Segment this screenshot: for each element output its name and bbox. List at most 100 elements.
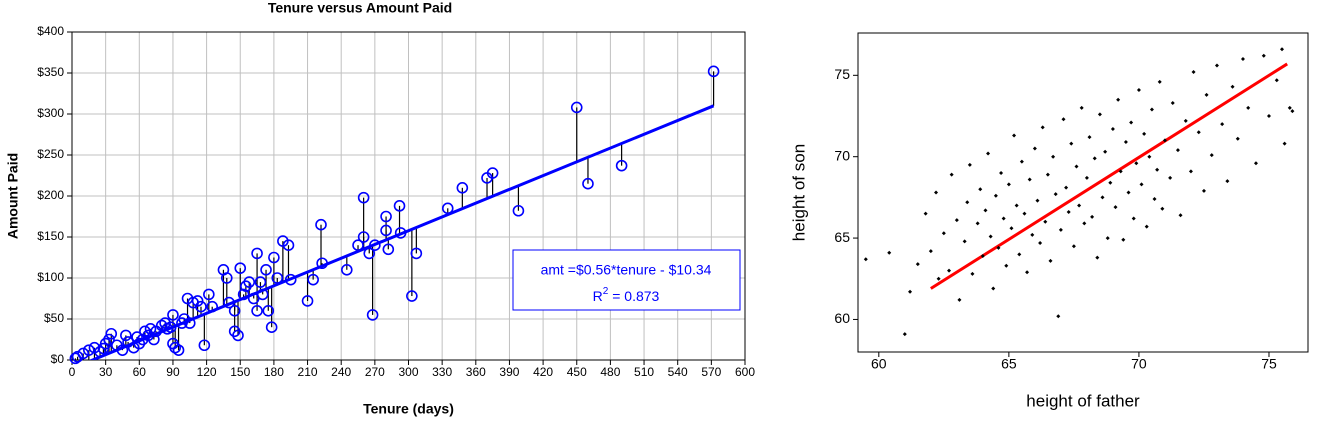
point <box>1066 210 1071 215</box>
point <box>380 210 392 223</box>
point <box>1032 146 1037 151</box>
point <box>352 239 364 251</box>
y-axis-title: height of son <box>789 144 808 241</box>
x-tick-label: 540 <box>668 365 688 379</box>
point <box>1266 114 1271 119</box>
point <box>369 239 381 251</box>
point <box>1290 109 1295 114</box>
point <box>1204 92 1209 97</box>
point <box>707 65 720 78</box>
point <box>1051 154 1056 159</box>
point <box>406 290 418 302</box>
point <box>947 268 952 273</box>
point <box>234 262 247 274</box>
point <box>1004 263 1009 268</box>
point <box>284 273 297 286</box>
point <box>1155 167 1160 172</box>
point <box>1139 182 1144 187</box>
annotation-equation: amt =$0.56*tenure - $10.34 <box>541 262 712 278</box>
point <box>1175 148 1180 153</box>
y-tick-label: 75 <box>834 66 850 82</box>
point <box>232 329 244 342</box>
x-axis-title: height of father <box>1026 391 1140 410</box>
point <box>357 231 370 243</box>
point <box>1056 314 1061 319</box>
point <box>1092 156 1097 161</box>
point <box>1105 236 1110 241</box>
point <box>980 253 985 258</box>
point <box>251 247 263 260</box>
point <box>1040 125 1045 130</box>
point <box>1084 175 1089 180</box>
y-tick-label: $400 <box>37 24 64 38</box>
point <box>307 273 319 286</box>
y-tick-label: 60 <box>834 310 850 326</box>
point <box>116 344 129 356</box>
x-tick-label: 390 <box>499 365 519 379</box>
point <box>988 234 993 239</box>
x-tick-label: 330 <box>432 365 452 379</box>
point <box>512 204 525 217</box>
point <box>1253 161 1258 166</box>
point <box>983 208 988 213</box>
point <box>908 289 913 294</box>
point <box>316 257 328 270</box>
point <box>183 317 196 329</box>
point <box>1038 240 1043 245</box>
fit-layer <box>88 104 715 360</box>
point <box>1279 47 1284 52</box>
point <box>1074 164 1079 169</box>
x-tick-label: 0 <box>69 365 76 379</box>
point <box>315 218 327 231</box>
point <box>195 300 207 313</box>
point <box>1142 131 1147 136</box>
point <box>251 304 263 317</box>
point <box>1048 258 1053 263</box>
point <box>1116 97 1121 102</box>
point <box>94 345 106 358</box>
x-tick-label: 30 <box>99 365 113 379</box>
y-tick-label: $50 <box>44 311 64 325</box>
point <box>164 321 177 334</box>
x-tick-label: 360 <box>466 365 486 379</box>
point <box>1053 192 1058 197</box>
r2-power: 2 <box>603 286 609 297</box>
point <box>923 211 928 216</box>
point <box>1131 216 1136 221</box>
x-tick-label: 120 <box>197 365 217 379</box>
point <box>1027 177 1032 182</box>
point <box>1025 270 1030 275</box>
point <box>1144 224 1149 229</box>
point <box>962 239 967 244</box>
point <box>999 170 1004 175</box>
point <box>243 276 256 288</box>
point <box>1043 219 1048 224</box>
r2-symbol: R <box>593 288 603 304</box>
point <box>1188 169 1193 174</box>
point <box>1134 161 1139 166</box>
point <box>902 332 907 337</box>
point <box>957 297 962 302</box>
point <box>1022 211 1027 216</box>
point <box>887 250 892 255</box>
x-tick-label: 180 <box>264 365 284 379</box>
point <box>1087 135 1092 140</box>
point <box>1157 79 1162 84</box>
point <box>254 276 267 288</box>
plot-frame <box>71 31 746 361</box>
x-axis-title: Tenure (days) <box>363 401 454 417</box>
y-tick-label: 70 <box>834 147 850 163</box>
point <box>410 247 423 260</box>
x-tick-label: 60 <box>133 365 147 379</box>
point <box>986 151 991 156</box>
point <box>1246 105 1251 110</box>
point <box>393 200 406 212</box>
point <box>1100 195 1105 200</box>
plot-frame <box>857 32 1309 353</box>
point <box>131 331 143 343</box>
point <box>1178 213 1183 218</box>
point <box>1123 140 1128 145</box>
point <box>936 276 941 281</box>
point <box>996 245 1001 250</box>
